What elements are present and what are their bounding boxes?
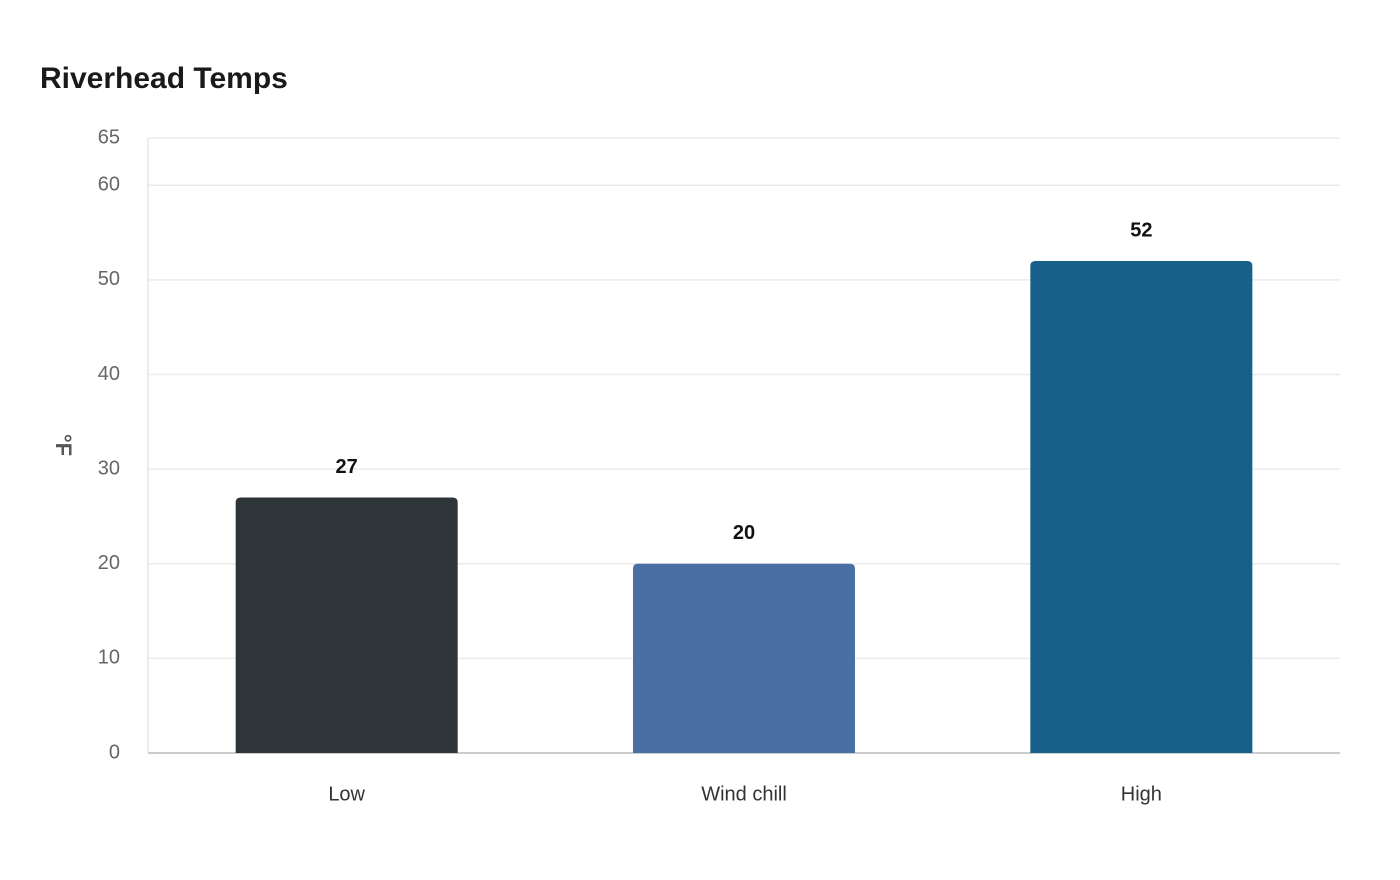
chart-title: Riverhead Temps (40, 62, 288, 95)
value-label: 52 (1130, 219, 1152, 241)
bar (235, 497, 458, 753)
value-label: 27 (336, 456, 358, 478)
y-tick-label: 0 (109, 741, 120, 763)
bar (633, 563, 855, 753)
y-tick-label: 10 (98, 647, 120, 669)
x-tick-label: Low (328, 783, 365, 805)
y-tick-label: 65 (98, 126, 120, 148)
y-tick-label: 60 (98, 174, 120, 196)
x-tick-label: Wind chill (701, 783, 787, 805)
y-axis-label: °F (51, 434, 76, 456)
y-tick-label: 40 (98, 363, 120, 385)
y-tick-label: 20 (98, 552, 120, 574)
y-tick-label: 30 (98, 457, 120, 479)
bar (1030, 261, 1253, 753)
x-tick-label: High (1121, 783, 1162, 805)
value-label: 20 (733, 522, 755, 544)
y-tick-label: 50 (98, 268, 120, 290)
